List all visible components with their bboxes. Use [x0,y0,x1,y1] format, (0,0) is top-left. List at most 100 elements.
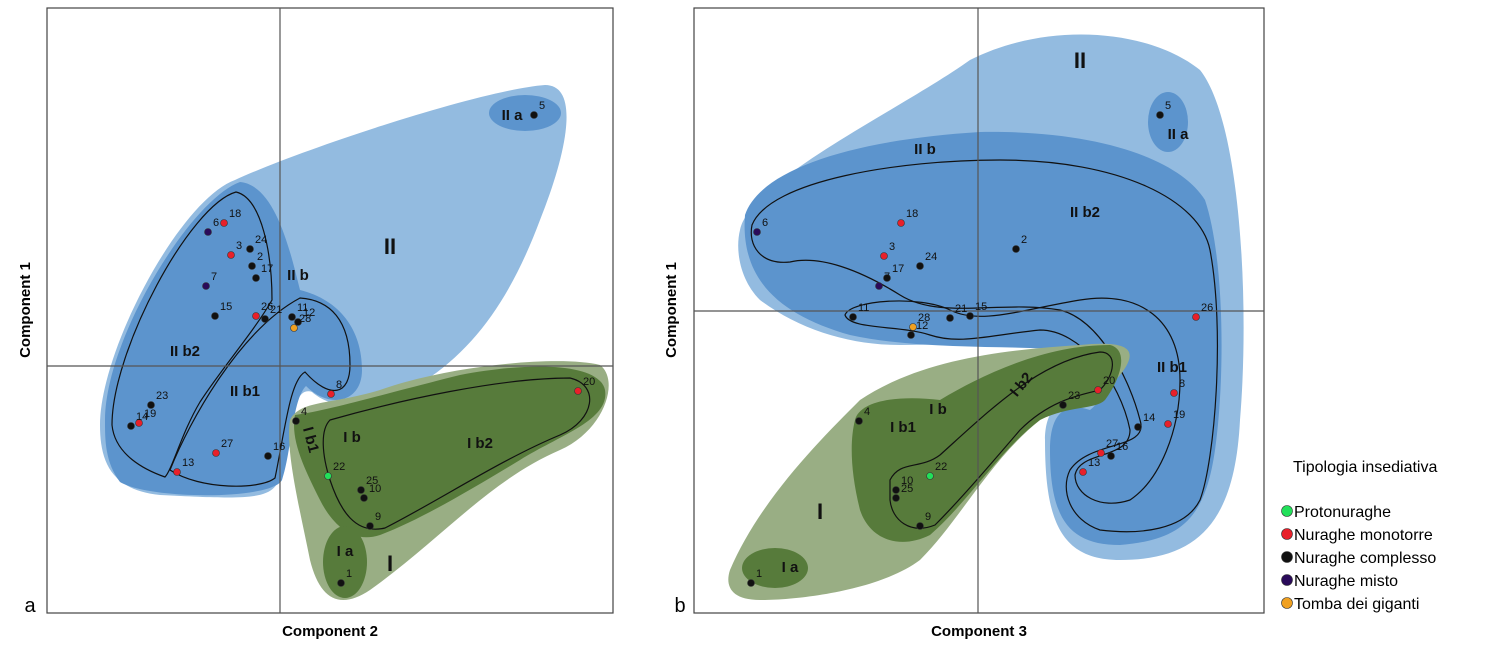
data-point [366,522,374,530]
outline [844,297,1181,504]
point-label: 11 [858,302,869,314]
region-label: II b1 [230,383,260,400]
region-label: I [387,551,393,576]
data-point [288,313,296,321]
point-label: 18 [906,208,918,220]
outline [750,159,1218,533]
data-point [135,419,143,427]
point-label: 7 [211,271,217,283]
point-label: 9 [375,511,381,523]
data-point [292,417,300,425]
point-label: 28 [918,312,930,324]
point-label: 25 [901,483,913,495]
data-point [530,111,538,119]
point-label: 21 [270,304,282,316]
region-I-a [323,526,367,598]
data-point [1012,245,1020,253]
data-point [897,219,905,227]
region-labels: II II a II b II b2 II b1 I b1 I b I b2 I… [170,48,1189,576]
data-point [324,472,332,480]
region-label: II a [1168,126,1190,143]
region-II-a [1148,92,1188,152]
region-label: I a [337,543,354,560]
region-label: I b1 [299,425,322,454]
data-point [946,314,954,322]
data-point [1156,111,1164,119]
region-II-a [489,95,561,131]
point-label: 8 [1179,378,1185,390]
data-point [909,323,917,331]
data-point [574,387,582,395]
point-label: 10 [901,475,913,487]
point-label: 22 [333,461,345,473]
data-point [173,468,181,476]
data-point [202,282,210,290]
x-axis-label: Component 3 [931,623,1027,640]
data-point [875,282,883,290]
point-label: 7 [884,271,890,283]
data-point [916,262,924,270]
point-label: 19 [144,408,156,420]
point-label: 16 [1116,441,1128,453]
region-label: II b [287,267,309,284]
point-label: 15 [975,301,987,313]
data-point [753,228,761,236]
point-label: 14 [136,411,148,423]
point-label: 5 [1165,100,1171,112]
point-label: 27 [221,438,233,450]
legend-swatch [1281,574,1293,586]
region-label: II b2 [1070,204,1100,221]
point-label: 3 [889,241,895,253]
point-label: 17 [892,263,904,275]
point-label: 16 [273,441,285,453]
data-point [261,315,269,323]
region-I-b [851,345,1122,542]
x-axis-label: Component 2 [282,623,378,640]
point-label: 2 [257,251,263,263]
point-label: 28 [299,313,311,325]
point-label: 20 [1103,375,1115,387]
point-label: 13 [1088,457,1100,469]
point-label: 24 [255,234,267,246]
data-point [880,252,888,260]
cluster-regions [728,34,1244,600]
point-label: 4 [864,406,870,418]
plot-frame [46,7,614,614]
region-label: I a [782,559,799,576]
data-point [212,449,220,457]
legend-label: Protonuraghe [1294,504,1391,521]
point-label: 26 [261,301,273,313]
data-point [264,452,272,460]
point-label: 11 [297,302,308,314]
data-point [849,313,857,321]
region-label: II b [914,141,936,158]
region-label: I [817,499,823,524]
region-I-a [742,548,808,588]
data-point [892,486,900,494]
data-point [337,579,345,587]
panel-letter: a [24,595,36,617]
legend-swatch [1281,551,1293,563]
data-point [883,274,891,282]
data-point [246,245,254,253]
point-label: 25 [366,475,378,487]
data-point [127,422,135,430]
legend-title: Tipologia insediativa [1293,459,1437,476]
outline [322,377,591,530]
point-label: 6 [213,217,219,229]
region-label: II b2 [170,343,200,360]
point-label: 23 [1068,390,1080,402]
data-point [926,472,934,480]
data-point [227,251,235,259]
point-label: 23 [156,390,168,402]
data-point [1079,468,1087,476]
point-label: 18 [229,208,241,220]
data-point [220,219,228,227]
y-axis-label: Component 1 [17,262,34,358]
region-II-b [105,182,362,496]
legend-label: Nuraghe complesso [1294,550,1436,567]
point-label: 1 [346,568,352,580]
